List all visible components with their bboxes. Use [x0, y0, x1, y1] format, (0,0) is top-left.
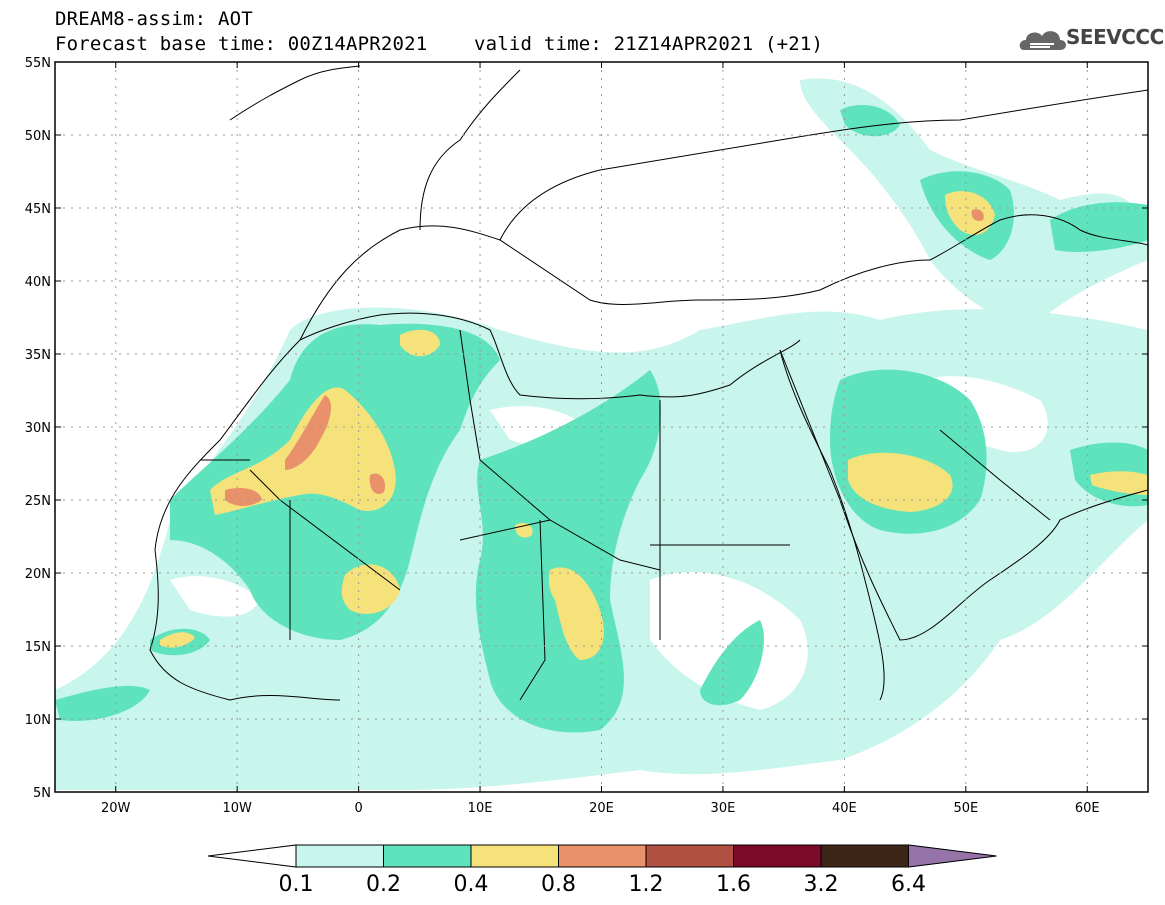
lat-tick-label: 5N	[33, 786, 51, 801]
colorbar-label: 0.8	[541, 872, 576, 897]
colorbar-segment	[733, 844, 822, 868]
lon-tick-label: 40E	[832, 801, 857, 816]
lat-tick-label: 40N	[25, 275, 51, 290]
colorbar-label: 1.2	[629, 872, 664, 897]
cloud-logo-icon	[1019, 31, 1066, 50]
lat-tick-label: 35N	[25, 348, 51, 363]
forecast-time-line: Forecast base time: 00Z14APR2021 valid t…	[55, 33, 824, 55]
lon-tick-label: 10W	[222, 801, 252, 816]
lat-tick-label: 15N	[25, 640, 51, 655]
lat-tick-label: 20N	[25, 567, 51, 582]
lat-tick-label: 55N	[25, 56, 51, 71]
colorbar-label: 1.6	[716, 872, 751, 897]
colorbar: 0.1 0.2 0.4 0.8 1.2 1.6 3.2 6.4	[207, 844, 997, 897]
graticule	[55, 61, 1148, 793]
lon-tick-label: 0	[354, 801, 362, 816]
colorbar-segment	[383, 844, 472, 868]
lon-tick-label: 20E	[589, 801, 614, 816]
colorbar-label: 0.4	[454, 872, 489, 897]
colorbar-label: 6.4	[891, 872, 926, 897]
aot-level-0.2	[55, 105, 1148, 733]
longitude-axis: 20W 10W 0 10E 20E 30E 40E 50E 60E	[101, 62, 1100, 816]
colorbar-label: 3.2	[804, 872, 839, 897]
colorbar-underflow-arrow	[207, 844, 297, 868]
lon-tick-label: 60E	[1075, 801, 1100, 816]
logo-text: SEEVCCC	[1066, 25, 1164, 49]
aot-level-0.8	[225, 209, 984, 506]
lat-tick-label: 25N	[25, 494, 51, 509]
map-title: DREAM8-assim: AOT	[55, 8, 253, 30]
colorbar-overflow-arrow	[908, 844, 997, 868]
colorbar-segment	[558, 844, 647, 868]
lat-tick-label: 45N	[25, 202, 51, 217]
lat-tick-label: 50N	[25, 129, 51, 144]
lon-tick-label: 10E	[468, 801, 493, 816]
lon-tick-label: 50E	[953, 801, 978, 816]
lat-tick-label: 30N	[25, 421, 51, 436]
colorbar-label: 0.1	[279, 872, 314, 897]
lon-tick-label: 30E	[711, 801, 736, 816]
lat-tick-label: 10N	[25, 713, 51, 728]
colorbar-label: 0.2	[366, 872, 401, 897]
latitude-axis: 55N 50N 45N 40N 35N 30N 25N 20N 15N 10N 5N	[25, 56, 1148, 801]
colorbar-segment	[820, 844, 909, 868]
aot-contours	[55, 78, 1148, 790]
colorbar-segment	[470, 844, 559, 868]
colorbar-segment	[645, 844, 734, 868]
coastlines	[149, 65, 1148, 701]
lon-tick-label: 20W	[101, 801, 131, 816]
colorbar-segment	[295, 844, 384, 868]
